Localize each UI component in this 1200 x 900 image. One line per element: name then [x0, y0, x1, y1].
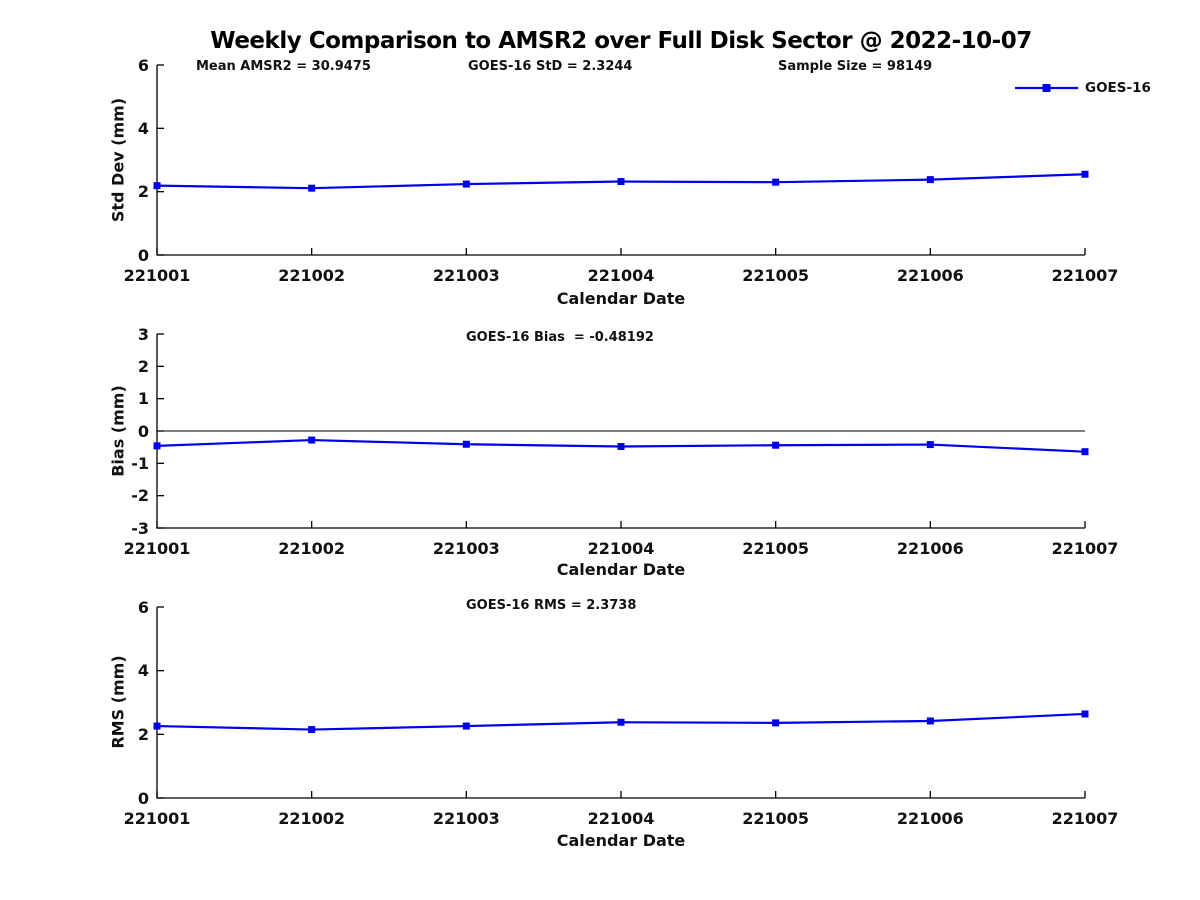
bias-x-tick-label: 221004 — [587, 539, 655, 558]
rms-x-tick-label: 221005 — [742, 809, 810, 828]
bias-subplot — [153, 333, 1089, 529]
bias-marker — [926, 441, 934, 449]
bias-x-tick-label: 221007 — [1051, 539, 1119, 558]
rms-y-tick-label: 4 — [137, 661, 149, 681]
legend-marker-icon — [1042, 84, 1051, 92]
std-dev-marker — [308, 184, 316, 192]
bias-y-tick-label: -1 — [131, 453, 149, 473]
bias-marker — [772, 441, 780, 449]
bias-y-tick-label: 1 — [137, 389, 149, 409]
annotation-goes16-rms: GOES-16 RMS = 2.3738 — [466, 598, 637, 613]
std-dev-x-tick-label: 221001 — [123, 266, 191, 285]
std-dev-y-tick-label: 6 — [137, 55, 149, 75]
bias-x-tick-label: 221006 — [896, 539, 964, 558]
rms-x-tick-label: 221003 — [432, 809, 500, 828]
rms-x-tick-label: 221007 — [1051, 809, 1119, 828]
std-dev-marker — [772, 178, 780, 186]
rms-y-tick-label: 0 — [137, 788, 149, 808]
std-dev-marker — [153, 182, 161, 190]
bias-y-tick-label: 0 — [137, 421, 149, 441]
bias-marker — [1081, 448, 1089, 456]
bias-x-tick-label: 221005 — [742, 539, 810, 558]
std-dev-marker — [926, 176, 934, 184]
annotation-goes16-std: GOES-16 StD = 2.3244 — [468, 59, 633, 74]
rms-marker — [462, 722, 470, 730]
figure-title: Weekly Comparison to AMSR2 over Full Dis… — [210, 28, 1032, 54]
x-axis-label-1: Calendar Date — [556, 289, 686, 308]
annotation-sample-size: Sample Size = 98149 — [778, 59, 933, 74]
annotation-mean-amsr2: Mean AMSR2 = 30.9475 — [196, 59, 371, 74]
rms-x-tick-label: 221006 — [896, 809, 964, 828]
std-dev-y-tick-label: 2 — [137, 182, 149, 202]
std-dev-x-tick-label: 221007 — [1051, 266, 1119, 285]
rms-marker — [308, 726, 316, 734]
std-dev-y-tick-label: 4 — [137, 118, 149, 138]
legend-label-goes16: GOES-16 — [1085, 80, 1151, 96]
rms-y-tick-label: 6 — [137, 597, 149, 617]
std-dev-marker — [462, 180, 470, 188]
bias-y-tick-label: -3 — [131, 518, 149, 538]
rms-x-tick-label: 221001 — [123, 809, 191, 828]
std-dev-x-tick-label: 221002 — [278, 266, 346, 285]
rms-y-tick-label: 2 — [137, 724, 149, 744]
rms-axis-spines — [156, 607, 1085, 799]
x-axis-label-3: Calendar Date — [556, 831, 686, 850]
y-axis-label-std-dev: Std Dev (mm) — [108, 97, 128, 223]
rms-marker — [1081, 710, 1089, 718]
bias-y-tick-label: 2 — [137, 356, 149, 376]
bias-x-tick-label: 221001 — [123, 539, 191, 558]
std-dev-marker — [617, 178, 625, 186]
bias-y-tick-label: -2 — [131, 486, 149, 506]
bias-marker — [617, 443, 625, 451]
rms-x-tick-label: 221004 — [587, 809, 655, 828]
rms-marker — [153, 722, 161, 730]
std-dev-axis-spines — [156, 65, 1085, 256]
x-axis-label-2: Calendar Date — [556, 560, 686, 579]
bias-x-tick-label: 221003 — [432, 539, 500, 558]
std-dev-marker — [1081, 170, 1089, 178]
rms-x-tick-label: 221002 — [278, 809, 346, 828]
std-dev-subplot — [153, 64, 1089, 256]
bias-x-tick-label: 221002 — [278, 539, 346, 558]
rms-marker — [926, 717, 934, 725]
bias-y-tick-label: 3 — [137, 324, 149, 344]
std-dev-x-tick-label: 221006 — [896, 266, 964, 285]
bias-marker — [153, 442, 161, 450]
std-dev-y-tick-label: 0 — [137, 245, 149, 265]
bias-marker — [308, 436, 316, 444]
bias-marker — [462, 440, 470, 448]
std-dev-x-tick-label: 221005 — [742, 266, 810, 285]
annotation-goes16-bias: GOES-16 Bias = -0.48192 — [466, 330, 654, 345]
rms-subplot — [153, 606, 1089, 799]
std-dev-x-tick-label: 221003 — [432, 266, 500, 285]
rms-marker — [617, 718, 625, 726]
std-dev-x-tick-label: 221004 — [587, 266, 655, 285]
rms-marker — [772, 719, 780, 727]
